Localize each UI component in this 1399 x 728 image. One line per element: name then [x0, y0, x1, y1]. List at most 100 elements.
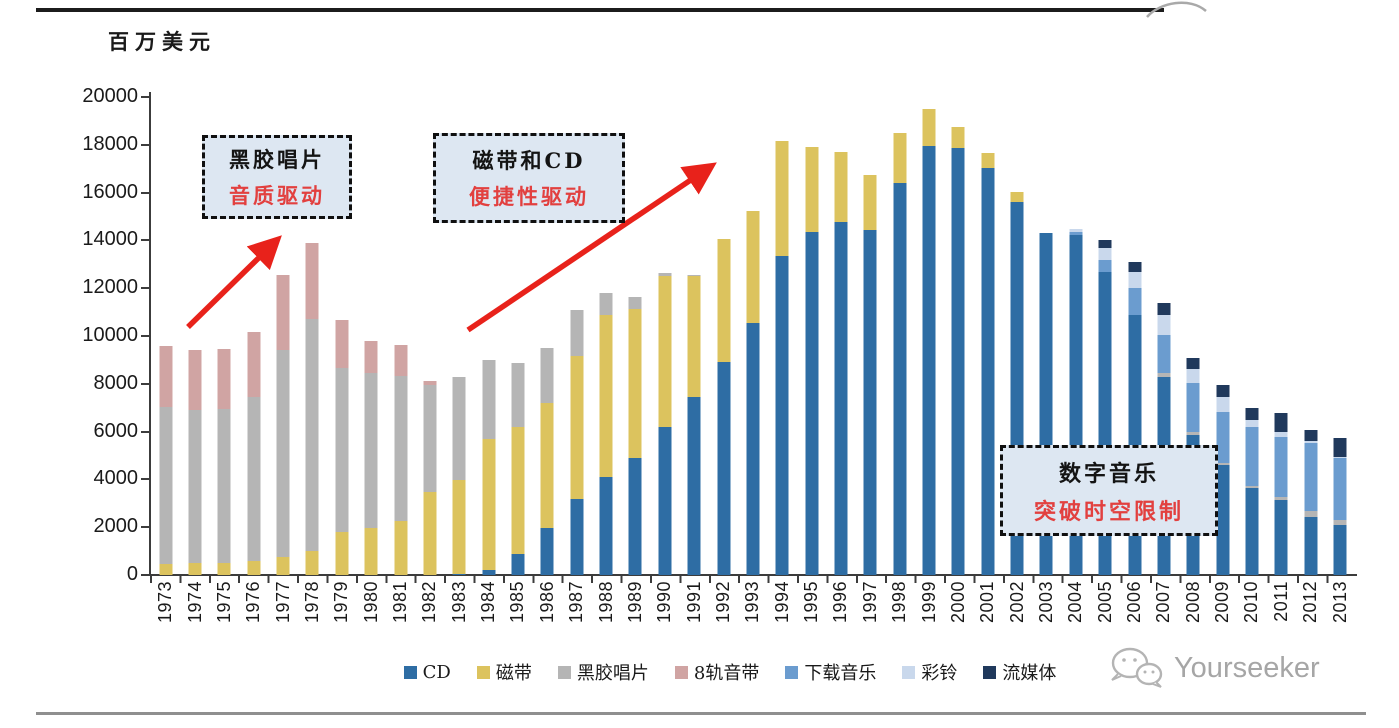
legend-label: 黑胶唱片 [576, 663, 649, 684]
bar-column-1992 [709, 97, 738, 575]
x-axis-label-1996: 1996 [826, 581, 855, 645]
y-axis-tick [141, 335, 150, 337]
x-axis-label-text: 2012 [1300, 581, 1321, 624]
bar-segment-下载音乐 [1069, 231, 1083, 236]
bar-segment-8轨音带 [276, 275, 290, 351]
bottom-divider [36, 712, 1366, 715]
x-axis-label-text: 2008 [1182, 581, 1203, 624]
bar-column-1989 [621, 97, 650, 575]
bar-segment-8轨音带 [394, 345, 408, 376]
bar-segment-彩铃 [1098, 248, 1112, 261]
stacked-bar-1996 [834, 151, 848, 575]
stacked-bar-1991 [687, 275, 701, 575]
x-axis-label-text: 2005 [1094, 581, 1115, 624]
y-axis-tick [141, 430, 150, 433]
x-axis-label-text: 1988 [595, 581, 616, 624]
bar-column-1997 [856, 97, 885, 575]
x-axis-label-text: 1993 [742, 581, 763, 624]
bar-column-1985 [503, 97, 532, 575]
x-axis-label-2002: 2002 [1002, 581, 1031, 645]
legend-item-下载音乐: 下载音乐 [785, 659, 876, 685]
annotation-subtitle: 音质驱动 [229, 183, 325, 208]
bar-segment-8轨音带 [217, 349, 231, 410]
bar-segment-CD [746, 323, 760, 575]
annotation-box-digital: 数字音乐 突破时空限制 [1000, 445, 1218, 536]
bar-column-1990 [650, 97, 679, 575]
x-axis-label-text: 1974 [184, 581, 205, 624]
x-axis-label-1999: 1999 [914, 581, 943, 645]
bar-column-1980 [357, 97, 386, 575]
bar-segment-彩铃 [1216, 396, 1230, 412]
bar-segment-磁带 [922, 108, 936, 146]
watermark: Yourseeker [1108, 644, 1320, 692]
bar-segment-磁带 [394, 520, 408, 575]
bar-segment-CD [452, 574, 466, 575]
bar-segment-磁带 [482, 438, 496, 571]
stacked-bar-1993 [746, 211, 760, 575]
bar-column-1999 [914, 97, 943, 575]
bar-column-1994 [768, 97, 797, 575]
x-axis-label-text: 1992 [713, 581, 733, 624]
x-axis-label-text: 2001 [977, 581, 998, 624]
stacked-bar-1990 [658, 272, 672, 575]
y-axis-tick-label: 6000 [93, 419, 139, 442]
legend-item-8轨音带: 8轨音带 [674, 659, 760, 685]
bar-column-1976 [239, 97, 268, 575]
bar-segment-磁带 [159, 564, 173, 575]
bar-segment-黑胶唱片 [570, 309, 584, 356]
bar-column-1979 [327, 97, 356, 575]
bar-segment-磁带 [423, 491, 437, 575]
x-axis-ticks [150, 576, 1356, 583]
bar-segment-磁带 [188, 563, 202, 575]
bar-segment-黑胶唱片 [511, 362, 525, 428]
bar-segment-黑胶唱片 [217, 409, 231, 563]
x-axis-label-text: 1989 [624, 581, 645, 624]
bar-column-1986 [533, 97, 562, 575]
y-axis-tick-label: 20000 [82, 85, 138, 107]
bar-segment-彩铃 [1069, 228, 1083, 232]
bar-column-2009 [1208, 97, 1237, 575]
bar-segment-下载音乐 [1186, 383, 1200, 432]
bar-segment-彩铃 [1157, 315, 1171, 336]
legend-swatch [403, 665, 417, 679]
bar-segment-磁带 [276, 556, 290, 575]
bar-segment-CD [1304, 516, 1318, 575]
bar-column-1998 [885, 97, 914, 575]
legend-swatch [557, 665, 571, 679]
bar-segment-黑胶唱片 [305, 319, 319, 552]
x-axis-label-1980: 1980 [357, 581, 386, 645]
bar-column-2012 [1296, 97, 1325, 575]
bar-segment-黑胶唱片 [1157, 373, 1171, 378]
stacked-bar-1992 [717, 238, 730, 575]
annotation-title: 黑胶唱片 [229, 147, 325, 172]
y-axis-tick [141, 239, 150, 242]
stacked-bar-1978 [305, 242, 319, 575]
stacked-bar-1995 [805, 146, 819, 575]
bar-segment-CD [893, 183, 907, 575]
x-axis-label-2003: 2003 [1032, 581, 1061, 645]
x-axis-label-1975: 1975 [210, 581, 239, 645]
y-axis-tick [141, 96, 150, 98]
x-axis-label-1984: 1984 [474, 581, 503, 645]
x-axis-label-text: 1980 [360, 581, 381, 624]
bar-segment-CD [805, 231, 819, 575]
bar-segment-黑胶唱片 [482, 360, 496, 439]
stacked-bar-2011 [1274, 413, 1288, 575]
bar-segment-黑胶唱片 [717, 238, 730, 240]
x-axis-label-1976: 1976 [239, 581, 268, 645]
x-axis-label-1986: 1986 [533, 581, 562, 645]
stacked-bar-2000 [951, 126, 965, 575]
stacked-bar-1979 [335, 320, 349, 575]
x-axis-label-1985: 1985 [503, 581, 532, 645]
bar-segment-流媒体 [1098, 239, 1112, 249]
stacked-bar-1987 [570, 309, 584, 575]
legend-label: 8轨音带 [693, 663, 760, 684]
bar-segment-下载音乐 [1128, 288, 1142, 315]
x-axis-label-2008: 2008 [1179, 581, 1208, 645]
bar-column-2001 [973, 97, 1002, 575]
x-axis-label-text: 1987 [566, 581, 587, 624]
x-axis-label-text: 1983 [448, 581, 469, 624]
bar-segment-黑胶唱片 [1304, 510, 1318, 517]
y-axis-tick [141, 574, 150, 576]
stacked-bar-2012 [1304, 429, 1318, 575]
